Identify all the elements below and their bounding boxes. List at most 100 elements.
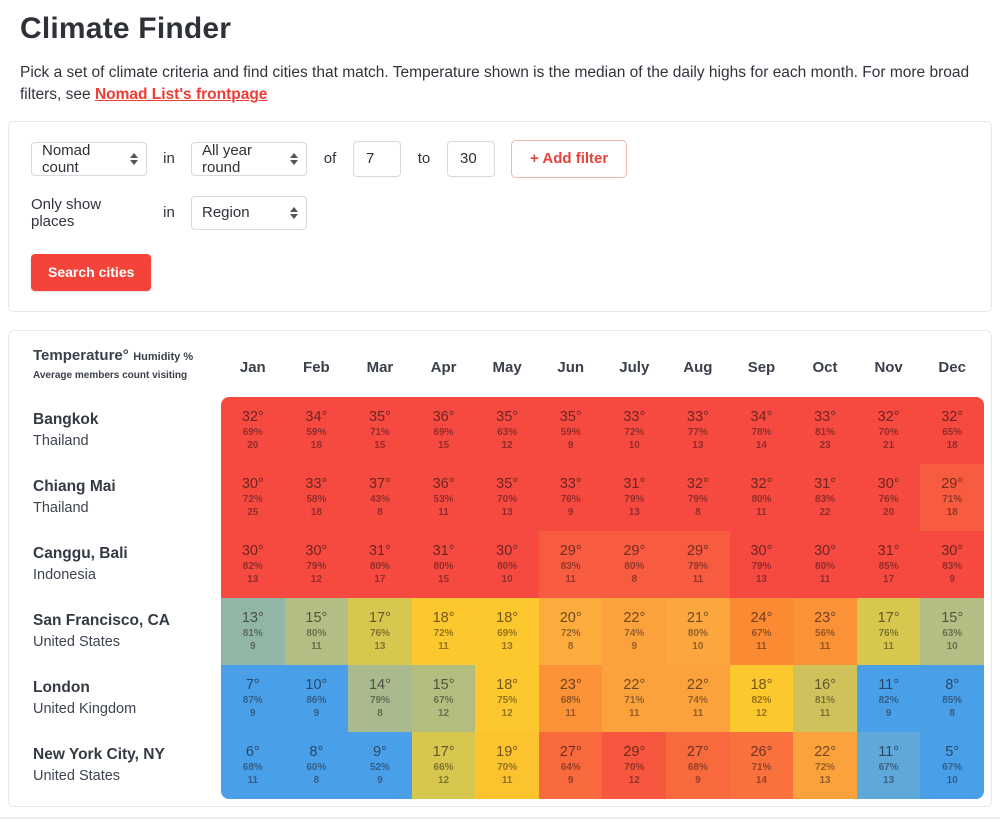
climate-cell[interactable]: 30° 79% 12 xyxy=(284,530,349,598)
region-select[interactable]: Region xyxy=(191,195,307,230)
city-row[interactable]: Bangkok Thailand 32° 69% 20 34° 59% 18 35° 71% 15 3… xyxy=(25,396,984,464)
month-header: Sep xyxy=(747,359,776,377)
climate-cell[interactable]: 17° 76% 13 xyxy=(348,597,412,665)
city-row[interactable]: Chiang Mai Thailand 30° 72% 25 33° 58% 18 37° 43%… xyxy=(25,463,984,531)
cell-humidity: 85% xyxy=(878,560,899,572)
metric-select[interactable]: Nomad count xyxy=(31,141,147,176)
climate-cell[interactable]: 29° 83% 11 xyxy=(538,530,603,598)
climate-cell[interactable]: 30° 80% 10 xyxy=(475,530,539,598)
climate-cell[interactable]: 15° 80% 11 xyxy=(284,597,349,665)
search-cities-button[interactable]: Search cities xyxy=(31,253,152,291)
city-row[interactable]: Canggu, Bali Indonesia 30° 82% 13 30° 79% 12 31°… xyxy=(25,530,984,598)
cell-temperature: 17° xyxy=(432,744,455,761)
climate-cell[interactable]: 18° 75% 12 xyxy=(475,664,539,732)
climate-cell[interactable]: 27° 64% 9 xyxy=(538,731,603,799)
climate-cell[interactable]: 29° 80% 8 xyxy=(602,530,667,598)
climate-cell[interactable]: 31° 80% 17 xyxy=(348,530,412,598)
climate-cell[interactable]: 29° 70% 12 xyxy=(602,731,667,799)
climate-cell[interactable]: 32° 80% 11 xyxy=(729,463,794,531)
climate-cell[interactable]: 23° 56% 11 xyxy=(793,597,857,665)
climate-cell[interactable]: 36° 69% 15 xyxy=(411,396,476,464)
cell-temperature: 30° xyxy=(496,543,519,560)
city-row[interactable]: San Francisco, CA United States 13° 81% 9 15°… xyxy=(25,597,984,665)
climate-cell[interactable]: 33° 76% 9 xyxy=(538,463,603,531)
climate-cell[interactable]: 17° 76% 11 xyxy=(856,597,921,665)
climate-cell[interactable]: 33° 58% 18 xyxy=(284,463,349,531)
climate-cell[interactable]: 33° 72% 10 xyxy=(602,396,667,464)
climate-cell[interactable]: 26° 71% 14 xyxy=(729,731,794,799)
climate-cell[interactable]: 37° 43% 8 xyxy=(348,463,412,531)
climate-cell[interactable]: 18° 82% 12 xyxy=(729,664,794,732)
max-value-input[interactable] xyxy=(447,140,495,177)
climate-cell[interactable]: 27° 68% 9 xyxy=(666,731,730,799)
month-header: Dec xyxy=(938,359,966,377)
climate-cell[interactable]: 20° 72% 8 xyxy=(538,597,603,665)
climate-cell[interactable]: 17° 66% 12 xyxy=(411,731,476,799)
nomadlist-frontpage-link[interactable]: Nomad List's frontpage xyxy=(94,86,268,104)
climate-cell[interactable]: 36° 53% 11 xyxy=(411,463,476,531)
cell-humidity: 78% xyxy=(751,426,772,438)
climate-cell[interactable]: 18° 72% 11 xyxy=(411,597,476,665)
cell-temperature: 18° xyxy=(750,677,773,694)
climate-cell[interactable]: 30° 76% 20 xyxy=(856,463,921,531)
climate-cell[interactable]: 22° 74% 9 xyxy=(602,597,667,665)
min-value-input[interactable] xyxy=(353,140,401,177)
climate-cell[interactable]: 23° 68% 11 xyxy=(538,664,603,732)
climate-cell[interactable]: 15° 67% 12 xyxy=(411,664,476,732)
city-row[interactable]: New York City, NY United States 6° 68% 11 8° 6… xyxy=(25,731,984,799)
climate-cell[interactable]: 21° 80% 10 xyxy=(666,597,730,665)
climate-cell[interactable]: 9° 52% 9 xyxy=(348,731,412,799)
cell-members-count: 13 xyxy=(883,774,895,786)
climate-cell[interactable]: 5° 67% 10 xyxy=(920,731,984,799)
add-filter-button[interactable]: + Add filter xyxy=(511,139,628,178)
climate-cell[interactable]: 18° 69% 13 xyxy=(475,597,539,665)
climate-cell[interactable]: 13° 81% 9 xyxy=(221,597,285,665)
climate-cell[interactable]: 7° 87% 9 xyxy=(221,664,285,732)
climate-cell[interactable]: 11° 82% 9 xyxy=(856,664,921,732)
climate-cell[interactable]: 15° 63% 10 xyxy=(920,597,984,665)
climate-cell[interactable]: 16° 81% 11 xyxy=(793,664,857,732)
climate-cell[interactable]: 22° 74% 11 xyxy=(666,664,730,732)
cell-humidity: 69% xyxy=(497,627,518,639)
climate-cell[interactable]: 32° 69% 20 xyxy=(221,396,285,464)
climate-cell[interactable]: 22° 72% 13 xyxy=(793,731,857,799)
cell-temperature: 37° xyxy=(368,476,391,493)
climate-cell[interactable]: 32° 79% 8 xyxy=(666,463,730,531)
cell-temperature: 29° xyxy=(686,543,709,560)
climate-cell[interactable]: 6° 68% 11 xyxy=(221,731,285,799)
climate-cell[interactable]: 31° 80% 15 xyxy=(411,530,476,598)
climate-cell[interactable]: 30° 82% 13 xyxy=(221,530,285,598)
climate-cell[interactable]: 33° 77% 13 xyxy=(666,396,730,464)
climate-cell[interactable]: 34° 78% 14 xyxy=(729,396,794,464)
climate-cell[interactable]: 30° 80% 11 xyxy=(793,530,857,598)
climate-cell[interactable]: 33° 81% 23 xyxy=(793,396,857,464)
climate-cell[interactable]: 35° 63% 12 xyxy=(475,396,539,464)
climate-cell[interactable]: 8° 60% 8 xyxy=(284,731,349,799)
climate-cell[interactable]: 35° 59% 9 xyxy=(538,396,603,464)
climate-cell[interactable]: 29° 71% 18 xyxy=(920,463,984,531)
climate-cell[interactable]: 29° 79% 11 xyxy=(666,530,730,598)
climate-cell[interactable]: 31° 79% 13 xyxy=(602,463,667,531)
climate-cell[interactable]: 10° 86% 9 xyxy=(284,664,349,732)
climate-cell[interactable]: 30° 72% 25 xyxy=(221,463,285,531)
climate-cell[interactable]: 22° 71% 11 xyxy=(602,664,667,732)
climate-cell[interactable]: 31° 85% 17 xyxy=(856,530,921,598)
cell-members-count: 25 xyxy=(247,506,259,518)
climate-cell[interactable]: 32° 65% 18 xyxy=(920,396,984,464)
climate-cell[interactable]: 30° 79% 13 xyxy=(729,530,794,598)
climate-cell[interactable]: 30° 83% 9 xyxy=(920,530,984,598)
climate-cell[interactable]: 35° 70% 13 xyxy=(475,463,539,531)
climate-cell[interactable]: 31° 83% 22 xyxy=(793,463,857,531)
climate-cell[interactable]: 19° 70% 11 xyxy=(475,731,539,799)
climate-cell[interactable]: 32° 70% 21 xyxy=(856,396,921,464)
climate-cell[interactable]: 8° 85% 8 xyxy=(920,664,984,732)
period-select[interactable]: All year round xyxy=(191,141,307,176)
cell-members-count: 13 xyxy=(819,774,831,786)
city-row[interactable]: London United Kingdom 7° 87% 9 10° 86% 9 14° 79% 8… xyxy=(25,664,984,732)
climate-cell[interactable]: 34° 59% 18 xyxy=(284,396,349,464)
climate-cell[interactable]: 35° 71% 15 xyxy=(348,396,412,464)
climate-cell[interactable]: 14° 79% 8 xyxy=(348,664,412,732)
cell-humidity: 64% xyxy=(560,761,581,773)
climate-cell[interactable]: 24° 67% 11 xyxy=(729,597,794,665)
climate-cell[interactable]: 11° 67% 13 xyxy=(856,731,921,799)
